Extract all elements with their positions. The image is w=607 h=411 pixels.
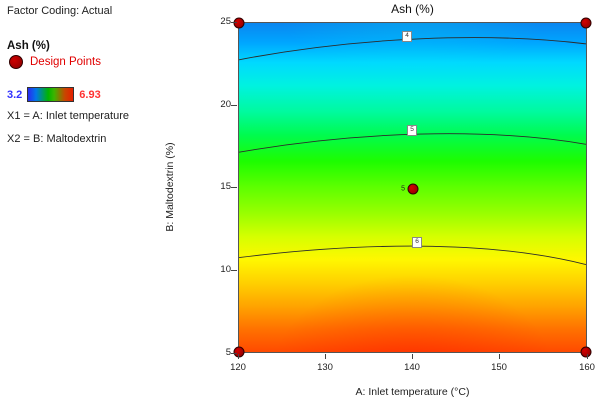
y-tick-mark-15 xyxy=(231,187,237,188)
scale-min-value: 3.2 xyxy=(7,88,23,101)
contour-line-5 xyxy=(239,133,586,153)
color-gradient-bar-icon xyxy=(27,87,75,102)
chart-title: Ash (%) xyxy=(391,2,434,16)
y-tick-label-10: 10 xyxy=(220,264,231,275)
factor-coding-label: Factor Coding: Actual xyxy=(7,5,113,17)
design-point-icon xyxy=(9,55,23,69)
x-tick-mark-150 xyxy=(499,354,500,359)
x-tick-label-120: 120 xyxy=(230,362,246,373)
x-tick-label-130: 130 xyxy=(317,362,333,373)
x-tick-mark-160 xyxy=(587,354,588,359)
color-scale-legend: 3.2 6.93 xyxy=(7,87,101,102)
x-tick-mark-120 xyxy=(238,354,239,359)
x-tick-mark-140 xyxy=(412,354,413,359)
center-point-replicate-count: 5 xyxy=(401,185,405,193)
y-tick-label-25: 25 xyxy=(220,16,231,27)
x-axis-title: A: Inlet temperature (°C) xyxy=(355,386,470,398)
x-tick-label-140: 140 xyxy=(404,362,420,373)
x-tick-mark-130 xyxy=(325,354,326,359)
y-tick-label-20: 20 xyxy=(220,99,231,110)
y-tick-mark-25 xyxy=(231,22,237,23)
scale-max-value: 6.93 xyxy=(79,88,101,101)
design-point-120-25[interactable] xyxy=(233,17,245,29)
y-tick-mark-10 xyxy=(231,270,237,271)
design-points-label: Design Points xyxy=(30,56,101,68)
y-tick-label-5: 5 xyxy=(225,347,231,358)
contour-label-6: 6 xyxy=(412,237,422,248)
design-point-120-5[interactable] xyxy=(233,346,245,358)
x-tick-label-160: 160 xyxy=(579,362,595,373)
contour-plot-area[interactable]: 4 5 6 5 xyxy=(233,17,592,358)
contour-line-6 xyxy=(239,245,586,265)
design-point-center[interactable] xyxy=(407,183,419,195)
design-points-legend: Design Points xyxy=(9,55,101,69)
contour-label-4: 4 xyxy=(402,31,412,42)
response-name-label: Ash (%) xyxy=(7,40,50,52)
x1-factor-label: X1 = A: Inlet temperature xyxy=(7,110,129,122)
y-tick-mark-20 xyxy=(231,105,237,106)
contour-line-4 xyxy=(239,37,586,61)
design-point-160-25[interactable] xyxy=(580,17,592,29)
y-axis-title: B: Maltodextrin (%) xyxy=(164,142,176,232)
design-point-160-5[interactable] xyxy=(580,346,592,358)
y-tick-mark-5 xyxy=(231,353,237,354)
legend-panel: Factor Coding: Actual Ash (%) Design Poi… xyxy=(0,0,200,411)
y-tick-label-15: 15 xyxy=(220,181,231,192)
x-tick-label-150: 150 xyxy=(491,362,507,373)
x2-factor-label: X2 = B: Maltodextrin xyxy=(7,133,107,145)
contour-label-5: 5 xyxy=(407,125,417,136)
